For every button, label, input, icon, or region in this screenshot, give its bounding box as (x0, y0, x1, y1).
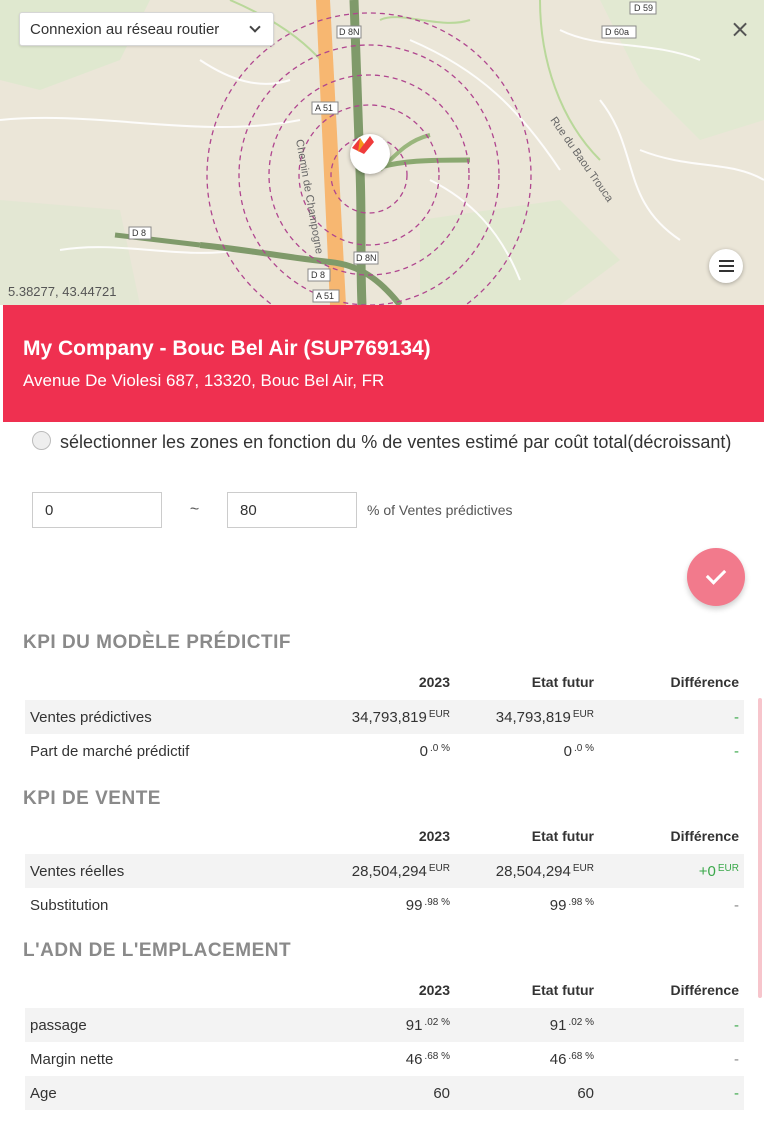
col-future: Etat futur (531, 828, 594, 844)
site-address: Avenue De Violesi 687, 13320, Bouc Bel A… (23, 371, 385, 390)
value-future: 28,504,294 EUR (495, 863, 594, 880)
map-view[interactable]: D 59 D 60a D 8N A 51 D 8 D 8N D 8 A 51 R… (0, 0, 764, 305)
zone-selection-label: sélectionner les zones en fonction du % … (60, 432, 732, 452)
value-future: 0.0 % (563, 743, 594, 760)
col-future: Etat futur (531, 982, 594, 998)
road-label: A 51 (316, 291, 334, 301)
row-label: Age (30, 1085, 57, 1102)
row-label: passage (30, 1017, 87, 1034)
network-select[interactable]: Connexion au réseau routier (19, 12, 274, 46)
value-2023: 60 (433, 1085, 450, 1102)
details-panel[interactable]: sélectionner les zones en fonction du % … (0, 422, 764, 1125)
road-label: D 59 (634, 3, 653, 13)
brand-logo-icon (352, 136, 374, 154)
value-2023: 46.68 % (405, 1051, 450, 1068)
layer-list-button[interactable] (709, 249, 743, 283)
value-diff: +0 EUR (698, 863, 739, 880)
value-2023: 0.0 % (419, 743, 450, 760)
table-row: Margin nette 46.68 % 46.68 % - (25, 1042, 744, 1076)
value-2023: 34,793,819 EUR (351, 709, 450, 726)
value-diff: - (734, 1017, 739, 1034)
range-unit-label: % of Ventes prédictives (367, 502, 513, 518)
apply-button[interactable] (687, 548, 745, 606)
value-future: 60 (577, 1085, 594, 1102)
range-separator: ~ (189, 501, 200, 518)
row-label: Substitution (30, 897, 109, 914)
section-title-location-dna: L'ADN DE L'EMPLACEMENT (23, 940, 292, 961)
road-label: D 8 (311, 270, 325, 280)
table-header: 2023 Etat futur Différence (25, 828, 744, 850)
site-title: My Company - Bouc Bel Air (SUP769134) (23, 337, 431, 360)
table-header: 2023 Etat futur Différence (25, 674, 744, 696)
road-label: A 51 (315, 103, 333, 113)
value-diff: - (734, 1085, 739, 1102)
range-filter: ~ % of Ventes prédictives (32, 492, 513, 528)
value-diff: - (734, 709, 739, 726)
zone-selection-radio[interactable] (32, 431, 51, 450)
close-icon[interactable]: × (730, 15, 751, 43)
road-label: D 8 (132, 228, 146, 238)
road-label: D 60a (605, 27, 629, 37)
road-label: D 8N (356, 253, 377, 263)
section-title-sales: KPI DE VENTE (23, 788, 161, 809)
value-future: 91.02 % (549, 1017, 594, 1034)
value-diff: - (734, 743, 739, 760)
scrollbar[interactable] (758, 698, 762, 998)
table-row: passage 91.02 % 91.02 % - (25, 1008, 744, 1042)
zone-selection-option[interactable]: sélectionner les zones en fonction du % … (32, 429, 732, 456)
value-diff: - (734, 897, 739, 914)
check-icon (705, 564, 727, 585)
value-future: 34,793,819 EUR (495, 709, 594, 726)
row-label: Ventes prédictives (30, 709, 152, 726)
col-diff: Différence (670, 674, 739, 690)
table-row: Ventes prédictives 34,793,819 EUR 34,793,… (25, 700, 744, 734)
row-label: Margin nette (30, 1051, 114, 1068)
chevron-down-icon (249, 21, 261, 33)
col-2023: 2023 (418, 982, 450, 998)
network-select-label: Connexion au réseau routier (30, 20, 220, 38)
road-label: D 8N (339, 27, 360, 37)
table-header: 2023 Etat futur Différence (25, 982, 744, 1004)
table-row: Substitution 99.98 % 99.98 % - (25, 888, 744, 922)
section-title-predictive: KPI DU MODÈLE PRÉDICTIF (23, 632, 292, 653)
site-header: My Company - Bouc Bel Air (SUP769134) Av… (3, 305, 764, 422)
value-2023: 91.02 % (405, 1017, 450, 1034)
location-marker[interactable] (350, 134, 390, 174)
value-future: 46.68 % (549, 1051, 594, 1068)
value-2023: 99.98 % (405, 897, 450, 914)
range-max-input[interactable] (227, 492, 357, 528)
row-label: Ventes réelles (30, 863, 125, 880)
value-diff: - (734, 1051, 739, 1068)
map-coordinates: 5.38277, 43.44721 (8, 284, 117, 299)
map-canvas[interactable]: D 59 D 60a D 8N A 51 D 8 D 8N D 8 A 51 R… (0, 0, 764, 305)
range-min-input[interactable] (32, 492, 162, 528)
list-icon (718, 260, 734, 262)
value-future: 99.98 % (549, 897, 594, 914)
table-row: Age 60 60 - (25, 1076, 744, 1110)
col-2023: 2023 (418, 828, 450, 844)
col-diff: Différence (670, 828, 739, 844)
row-label: Part de marché prédictif (30, 743, 190, 760)
col-future: Etat futur (531, 674, 594, 690)
col-diff: Différence (670, 982, 739, 998)
value-2023: 28,504,294 EUR (351, 863, 450, 880)
table-row: Ventes réelles 28,504,294 EUR 28,504,294 E… (25, 854, 744, 888)
table-row: Part de marché prédictif 0.0 % 0.0 % - (25, 734, 744, 768)
col-2023: 2023 (418, 674, 450, 690)
